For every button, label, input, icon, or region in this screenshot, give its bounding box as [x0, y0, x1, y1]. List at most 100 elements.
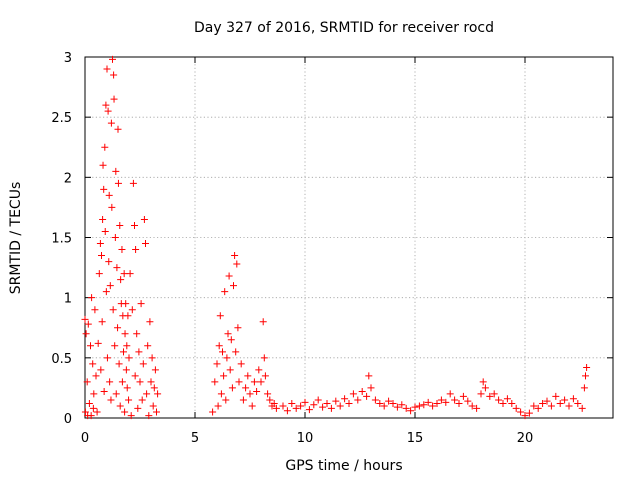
data-point: [131, 372, 139, 380]
data-point: [106, 282, 114, 290]
data-point: [464, 397, 472, 405]
tick-layer: 0 5 10 15 20 0 0.5 1 1.5 2 2.5 3: [51, 51, 613, 446]
data-point: [123, 342, 131, 350]
data-point: [97, 366, 105, 374]
data-point: [578, 404, 586, 412]
data-point: [125, 354, 133, 362]
data-point: [270, 400, 278, 408]
data-point: [246, 390, 254, 398]
point-layer: [81, 55, 591, 420]
data-point: [122, 300, 130, 308]
data-point: [495, 396, 503, 404]
data-point: [248, 402, 256, 410]
data-point: [93, 408, 101, 416]
data-point: [354, 396, 362, 404]
data-point: [574, 400, 582, 408]
data-point: [116, 221, 124, 229]
data-point: [411, 403, 419, 411]
data-point: [583, 363, 591, 371]
data-point: [123, 384, 131, 392]
data-point: [227, 336, 235, 344]
data-point: [121, 330, 129, 338]
data-point: [144, 342, 152, 350]
data-point: [420, 401, 428, 409]
data-point: [82, 330, 90, 338]
data-point: [122, 366, 130, 374]
data-point: [132, 246, 140, 254]
data-point: [237, 360, 245, 368]
data-point: [101, 143, 109, 151]
data-point: [242, 384, 250, 392]
data-point: [150, 384, 158, 392]
data-point: [250, 378, 258, 386]
data-point: [145, 412, 153, 420]
data-point: [477, 390, 485, 398]
data-point: [473, 404, 481, 412]
data-point: [279, 402, 287, 410]
data-point: [107, 396, 115, 404]
data-point: [106, 378, 114, 386]
data-point: [107, 119, 115, 127]
data-point: [124, 312, 132, 320]
data-point: [261, 372, 269, 380]
data-point: [341, 395, 349, 403]
data-point: [221, 288, 229, 296]
data-point: [220, 372, 228, 380]
data-point: [81, 315, 89, 323]
data-point: [479, 378, 487, 386]
data-point: [146, 318, 154, 326]
data-point: [272, 404, 280, 412]
data-point: [371, 396, 379, 404]
data-point: [92, 372, 100, 380]
data-point: [216, 312, 224, 320]
data-point: [234, 324, 242, 332]
data-point: [88, 294, 96, 302]
data-point: [407, 407, 415, 415]
data-point: [260, 354, 268, 362]
data-point: [84, 320, 92, 328]
data-point: [90, 390, 98, 398]
data-point: [118, 378, 126, 386]
data-point: [310, 401, 318, 409]
data-point: [264, 390, 272, 398]
data-point: [455, 400, 463, 408]
data-point: [345, 400, 353, 408]
data-point: [120, 270, 128, 278]
data-point: [380, 402, 388, 410]
data-point: [301, 398, 309, 406]
data-point: [95, 270, 103, 278]
y-tick-label: 1: [64, 292, 72, 307]
data-point: [349, 390, 357, 398]
data-point: [239, 396, 247, 404]
data-point: [101, 227, 109, 235]
x-tick-label: 15: [407, 431, 424, 446]
data-point: [98, 318, 106, 326]
data-point: [429, 402, 437, 410]
data-point: [91, 306, 99, 314]
data-point: [525, 409, 533, 417]
data-point: [102, 288, 110, 296]
data-point: [547, 402, 555, 410]
data-point: [117, 276, 125, 284]
data-point: [534, 404, 542, 412]
data-point: [98, 252, 105, 260]
data-point: [288, 400, 296, 408]
data-point: [580, 384, 588, 392]
data-point: [96, 240, 104, 248]
data-point: [490, 390, 498, 398]
data-point: [128, 306, 136, 314]
data-point: [582, 372, 589, 380]
data-point: [225, 272, 233, 280]
data-point: [231, 252, 239, 260]
data-point: [94, 339, 102, 347]
data-point: [385, 397, 393, 405]
data-point: [323, 400, 331, 408]
data-point: [148, 354, 156, 362]
data-point: [393, 403, 401, 411]
data-point: [147, 378, 155, 386]
data-point: [149, 402, 157, 410]
data-point: [89, 360, 97, 368]
data-point: [232, 348, 240, 356]
data-point: [209, 408, 217, 416]
data-point: [530, 402, 538, 410]
